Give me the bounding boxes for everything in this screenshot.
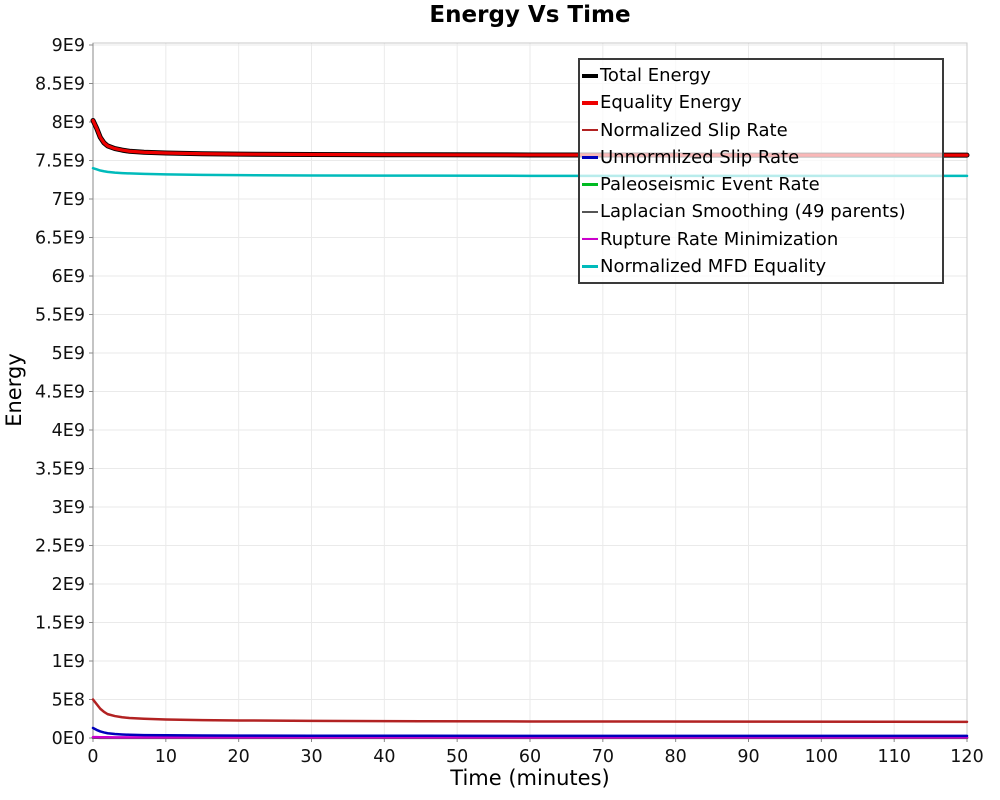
legend-label: Total Energy [600, 65, 711, 87]
legend-item: Equality Energy [582, 90, 942, 116]
x-tick-label: 120 [950, 747, 983, 767]
legend-label: Equality Energy [600, 92, 742, 114]
legend-swatch [582, 265, 598, 268]
x-tick-label: 80 [665, 747, 687, 767]
legend-swatch [582, 100, 598, 105]
y-tick-label: 1E9 [52, 652, 85, 672]
legend-swatch [582, 210, 598, 214]
y-tick-label: 2E9 [52, 575, 85, 595]
legend-label: Normalized Slip Rate [600, 119, 788, 141]
y-tick-label: 5.5E9 [35, 306, 85, 326]
legend-item: Normalized MFD Equality [582, 253, 942, 279]
x-axis-label: Time (minutes) [450, 766, 610, 790]
x-tick-label: 100 [805, 747, 838, 767]
y-tick-label: 7E9 [52, 190, 85, 210]
y-tick-label: 5E9 [52, 344, 85, 364]
x-tick-label: 30 [300, 747, 322, 767]
x-tick-label: 60 [519, 747, 541, 767]
legend-label: Rupture Rate Minimization [600, 228, 839, 250]
y-tick-label: 6E9 [52, 267, 85, 287]
legend-label: Normalized MFD Equality [600, 255, 827, 277]
legend-item: Paleoseismic Event Rate [582, 172, 942, 198]
legend-label: Laplacian Smoothing (49 parents) [600, 201, 906, 223]
y-tick-label: 8.5E9 [35, 75, 85, 95]
legend-label: Unnormlized Slip Rate [600, 146, 800, 168]
legend-item: Normalized Slip Rate [582, 117, 942, 143]
legend-item: Laplacian Smoothing (49 parents) [582, 199, 942, 225]
legend-swatch [582, 156, 598, 159]
x-tick-label: 50 [446, 747, 468, 767]
y-tick-label: 3E9 [52, 498, 85, 518]
y-tick-label: 1.5E9 [35, 614, 85, 634]
legend-label: Paleoseismic Event Rate [600, 174, 820, 196]
y-tick-label: 4.5E9 [35, 383, 85, 403]
series-line [91, 698, 969, 724]
x-tick-label: 70 [592, 747, 614, 767]
x-tick-label: 10 [155, 747, 177, 767]
y-tick-label: 0E0 [52, 729, 85, 749]
y-tick-label: 4E9 [52, 421, 85, 441]
legend: Total Energy Equality Energy Normalized Sl… [578, 58, 944, 284]
x-tick-label: 0 [87, 747, 98, 767]
legend-swatch [582, 73, 598, 78]
chart-title: Energy Vs Time [429, 2, 631, 28]
legend-swatch [582, 128, 598, 132]
series-line [91, 118, 969, 157]
y-tick-label: 9E9 [52, 36, 85, 56]
y-tick-label: 7.5E9 [35, 152, 85, 172]
legend-swatch [582, 183, 598, 186]
legend-item: Rupture Rate Minimization [582, 226, 942, 252]
x-tick-label: 20 [228, 747, 250, 767]
legend-item: Total Energy [582, 63, 942, 89]
legend-swatch [582, 237, 598, 241]
x-tick-label: 90 [737, 747, 759, 767]
y-axis-label: Energy [2, 353, 26, 427]
y-tick-label: 8E9 [52, 113, 85, 133]
legend-item: Unnormlized Slip Rate [582, 144, 942, 170]
y-tick-label: 3.5E9 [35, 460, 85, 480]
x-tick-label: 40 [373, 747, 395, 767]
x-tick-label: 110 [877, 747, 910, 767]
y-tick-label: 2.5E9 [35, 537, 85, 557]
y-tick-label: 5E8 [52, 691, 85, 711]
series-line [91, 166, 969, 178]
series-line [91, 726, 969, 738]
y-tick-label: 6.5E9 [35, 229, 85, 249]
